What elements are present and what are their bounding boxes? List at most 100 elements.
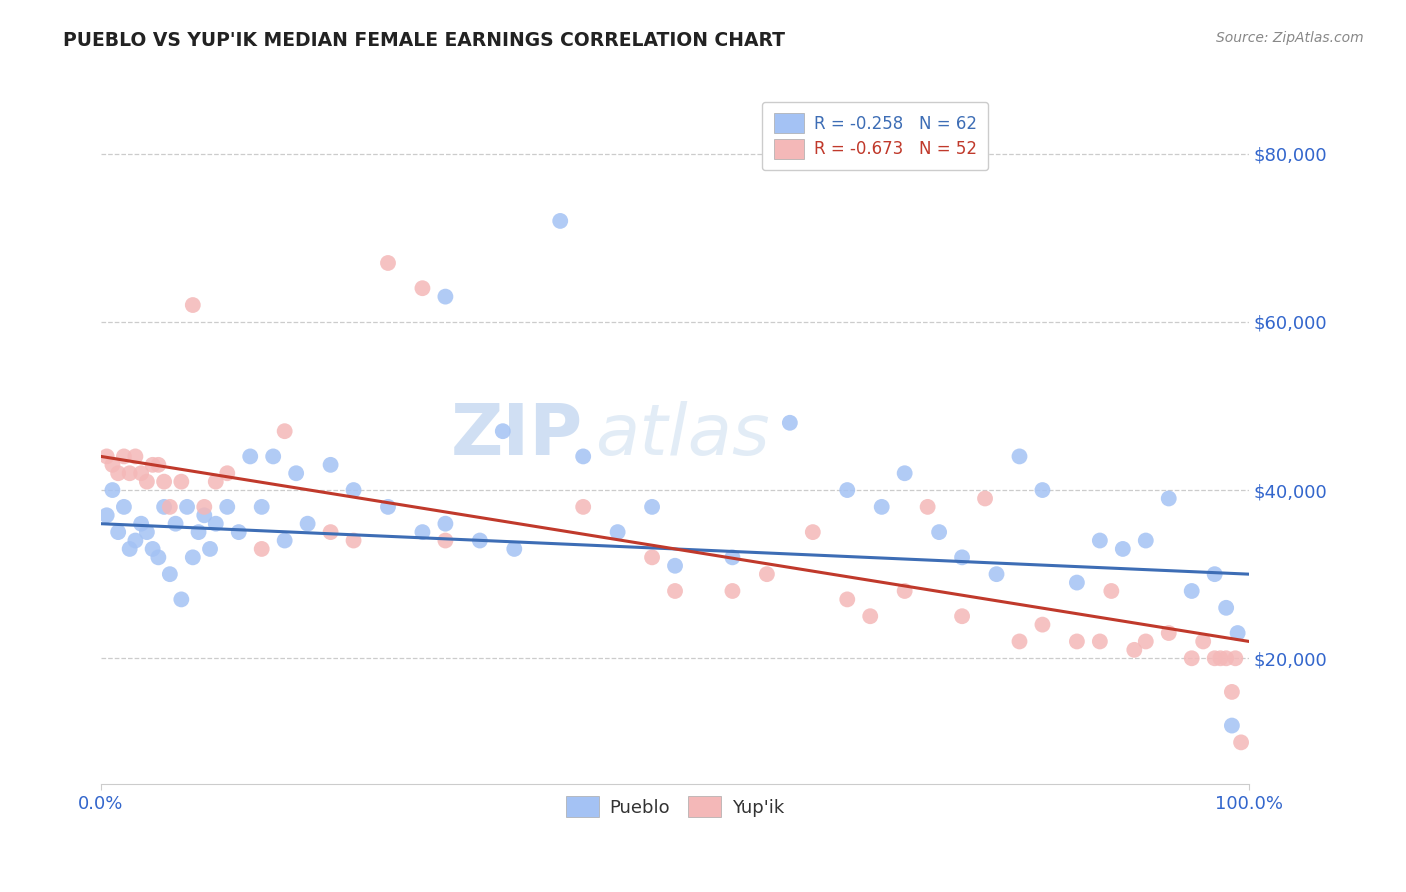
Point (1220, 685, 1243, 699)
Point (779, 416, 801, 430)
Point (239, 450, 262, 464)
Point (1181, 651, 1204, 665)
Point (411, 525, 433, 540)
Point (606, 525, 628, 540)
Point (986, 567, 1008, 582)
Point (1204, 567, 1226, 582)
Point (721, 584, 744, 599)
Point (204, 475, 226, 489)
Point (135, 525, 157, 540)
Point (124, 450, 146, 464)
Point (1225, 651, 1247, 665)
Point (148, 458, 170, 472)
Point (1123, 643, 1146, 657)
Point (124, 533, 146, 548)
Point (118, 467, 141, 481)
Point (837, 483, 859, 497)
Point (411, 281, 433, 295)
Point (434, 516, 457, 531)
Point (170, 592, 193, 607)
Point (1215, 651, 1237, 665)
Point (153, 475, 176, 489)
Point (135, 475, 157, 489)
Point (101, 483, 124, 497)
Point (870, 500, 893, 514)
Legend: Pueblo, Yup'ik: Pueblo, Yup'ik (560, 789, 792, 824)
Point (1157, 626, 1180, 640)
Point (1135, 533, 1157, 548)
Point (273, 424, 295, 438)
Point (148, 550, 170, 565)
Point (1181, 584, 1204, 599)
Point (434, 533, 457, 548)
Point (434, 290, 457, 304)
Point (893, 584, 915, 599)
Point (1192, 634, 1215, 648)
Point (112, 450, 135, 464)
Point (118, 541, 141, 556)
Point (1215, 600, 1237, 615)
Point (159, 500, 181, 514)
Point (297, 516, 319, 531)
Point (129, 467, 152, 481)
Point (837, 592, 859, 607)
Point (187, 525, 209, 540)
Point (801, 525, 824, 540)
Point (1099, 584, 1122, 599)
Point (572, 450, 595, 464)
Point (96, 450, 118, 464)
Point (107, 525, 129, 540)
Point (917, 500, 939, 514)
Point (181, 298, 204, 312)
Point (198, 541, 221, 556)
Point (1220, 718, 1243, 732)
Point (142, 458, 165, 472)
Point (285, 467, 308, 481)
Point (503, 541, 526, 556)
Point (112, 500, 135, 514)
Point (1031, 483, 1053, 497)
Point (1008, 634, 1031, 648)
Point (377, 500, 399, 514)
Point (342, 483, 364, 497)
Text: PUEBLO VS YUP'IK MEDIAN FEMALE EARNINGS CORRELATION CHART: PUEBLO VS YUP'IK MEDIAN FEMALE EARNINGS … (63, 31, 786, 50)
Point (193, 500, 215, 514)
Point (1066, 575, 1088, 590)
Point (1204, 651, 1226, 665)
Point (165, 516, 187, 531)
Point (1088, 533, 1111, 548)
Point (974, 491, 997, 506)
Point (273, 533, 295, 548)
Point (1088, 634, 1111, 648)
Point (159, 567, 181, 582)
Point (1230, 735, 1253, 749)
Point (572, 500, 595, 514)
Point (548, 214, 571, 228)
Point (377, 256, 399, 270)
Point (950, 550, 973, 565)
Point (170, 475, 193, 489)
Point (1135, 634, 1157, 648)
Point (129, 516, 152, 531)
Point (1031, 617, 1053, 632)
Point (96, 508, 118, 523)
Text: atlas: atlas (595, 401, 769, 470)
Point (664, 558, 686, 573)
Point (721, 550, 744, 565)
Point (153, 500, 176, 514)
Point (1112, 541, 1135, 556)
Point (217, 467, 239, 481)
Point (193, 508, 215, 523)
Point (492, 424, 515, 438)
Point (893, 467, 915, 481)
Point (664, 584, 686, 599)
Point (101, 458, 124, 472)
Point (142, 541, 165, 556)
Point (250, 500, 273, 514)
Point (107, 467, 129, 481)
Point (928, 525, 950, 540)
Point (1226, 626, 1249, 640)
Text: Source: ZipAtlas.com: Source: ZipAtlas.com (1216, 31, 1364, 45)
Point (1008, 450, 1031, 464)
Point (641, 500, 664, 514)
